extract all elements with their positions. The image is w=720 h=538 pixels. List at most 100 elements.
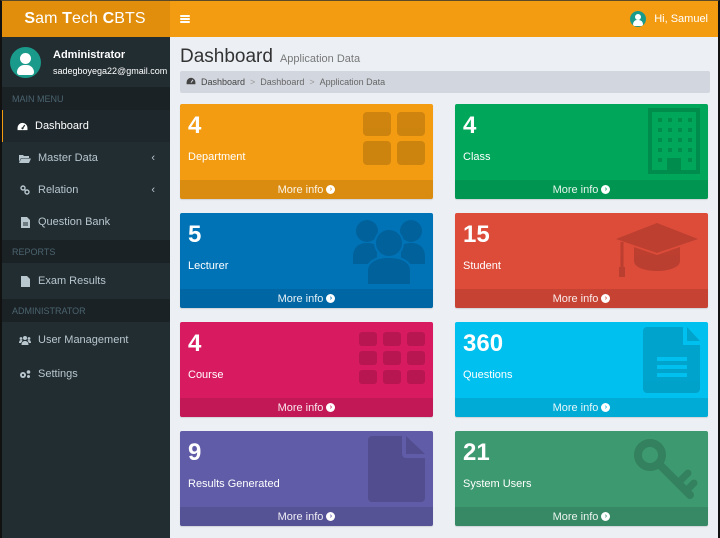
- navbar: Hi, Samuel: [170, 0, 720, 37]
- stat-count: 4: [463, 112, 477, 139]
- file-text-icon: [643, 327, 700, 393]
- avatar: [10, 46, 41, 78]
- menu-header-administrator: ADMINISTRATOR: [0, 299, 170, 322]
- more-info-label: More info: [277, 292, 324, 305]
- more-info-label: More info: [552, 183, 599, 196]
- logo-text-c: C: [102, 9, 115, 27]
- stat-label: Course: [188, 369, 224, 381]
- stat-box-class: 4 Class More info ›: [455, 104, 708, 199]
- arrow-circle-right-icon: ›: [326, 403, 336, 412]
- sidebar-item-label: Settings: [38, 368, 78, 380]
- logo-text-am: am: [35, 9, 58, 27]
- more-info-link[interactable]: More info ›: [180, 507, 433, 526]
- more-info-label: More info: [277, 401, 324, 414]
- stat-count: 15: [463, 221, 490, 248]
- logo-text-s: S: [24, 9, 36, 27]
- more-info-link[interactable]: More info ›: [455, 180, 708, 199]
- sidebar-item-label: Exam Results: [38, 275, 106, 287]
- folder-open-icon: [19, 153, 31, 163]
- sidebar-item-question-bank[interactable]: Question Bank: [0, 206, 170, 238]
- arrow-circle-right-icon: ›: [601, 512, 611, 521]
- breadcrumb-current: Application Data: [319, 77, 386, 87]
- stat-count: 4: [188, 330, 202, 357]
- hamburger-icon[interactable]: [180, 14, 190, 23]
- stat-box-questions: 360 Questions More info ›: [455, 322, 708, 417]
- link-icon: [19, 185, 31, 195]
- stat-count: 21: [463, 439, 490, 466]
- stat-count: 5: [188, 221, 202, 248]
- gears-icon: [19, 369, 31, 379]
- stat-box-course: 4 Course More info ›: [180, 322, 433, 417]
- breadcrumb-link-dashboard[interactable]: Dashboard: [201, 77, 246, 87]
- logo-text-t: T: [62, 9, 72, 27]
- arrow-circle-right-icon: ›: [326, 185, 336, 194]
- breadcrumb: Dashboard > Dashboard > Application Data: [180, 71, 710, 93]
- page-subtitle: Application Data: [279, 53, 361, 65]
- stat-box-department: 4 Department More info ›: [180, 104, 433, 199]
- more-info-link[interactable]: More info ›: [455, 507, 708, 526]
- more-info-link[interactable]: More info ›: [455, 398, 708, 417]
- sidebar-item-relation[interactable]: Relation ‹: [0, 174, 170, 206]
- sidebar-item-dashboard[interactable]: Dashboard: [0, 110, 170, 142]
- chevron-left-icon[interactable]: ‹: [151, 184, 155, 196]
- chevron-left-icon[interactable]: ‹: [151, 152, 155, 164]
- more-info-label: More info: [552, 401, 599, 414]
- sidebar-item-exam-results[interactable]: Exam Results: [0, 263, 170, 299]
- file-icon: [368, 436, 425, 502]
- user-greeting: Hi, Samuel: [654, 12, 708, 25]
- file-text-icon: [19, 216, 31, 228]
- sidebar-item-master-data[interactable]: Master Data ‹: [0, 142, 170, 174]
- breadcrumb-separator: >: [250, 77, 256, 87]
- arrow-circle-right-icon: ›: [326, 512, 336, 521]
- more-info-label: More info: [277, 510, 324, 523]
- stat-label: Class: [463, 151, 491, 163]
- sidebar-item-label: Question Bank: [38, 216, 111, 228]
- menu-header-main: MAIN MENU: [0, 87, 170, 110]
- dashboard-icon: [16, 121, 28, 131]
- more-info-label: More info: [552, 292, 599, 305]
- sidebar-item-user-management[interactable]: User Management: [0, 322, 170, 358]
- sidebar-item-settings[interactable]: Settings: [0, 358, 170, 390]
- page-title: Dashboard: [180, 46, 273, 67]
- sidebar-item-label: User Management: [38, 334, 129, 346]
- logo-text-bts: BTS: [114, 9, 146, 27]
- user-panel: Administrator sadegboyega22@gmail.com: [0, 37, 170, 87]
- users-icon: [353, 219, 425, 285]
- user-name: Administrator: [53, 48, 126, 61]
- sidebar: Administrator sadegboyega22@gmail.com MA…: [0, 37, 170, 538]
- breadcrumb-link-dashboard-2[interactable]: Dashboard: [260, 77, 305, 87]
- user-avatar-icon: [630, 10, 647, 27]
- user-menu[interactable]: Hi, Samuel: [630, 10, 708, 27]
- breadcrumb-separator: >: [309, 77, 315, 87]
- stat-label: Results Generated: [188, 478, 280, 490]
- more-info-label: More info: [552, 510, 599, 523]
- file-icon: [19, 275, 31, 287]
- arrow-circle-right-icon: ›: [601, 294, 611, 303]
- stat-box-lecturer: 5 Lecturer More info ›: [180, 213, 433, 308]
- more-info-link[interactable]: More info ›: [455, 289, 708, 308]
- stat-count: 4: [188, 112, 202, 139]
- arrow-circle-right-icon: ›: [601, 185, 611, 194]
- sidebar-item-label: Dashboard: [35, 120, 89, 132]
- arrow-circle-right-icon: ›: [601, 403, 611, 412]
- more-info-link[interactable]: More info ›: [180, 398, 433, 417]
- stat-label: Questions: [463, 369, 513, 381]
- stat-label: Department: [188, 151, 246, 163]
- more-info-link[interactable]: More info ›: [180, 180, 433, 199]
- key-icon: [634, 439, 698, 499]
- more-info-link[interactable]: More info ›: [180, 289, 433, 308]
- more-info-label: More info: [277, 183, 324, 196]
- graduation-cap-icon: [614, 221, 700, 279]
- stat-count: 360: [463, 330, 504, 357]
- th-large-icon: [363, 112, 425, 166]
- content-wrapper: Dashboard Application Data Dashboard > D…: [170, 37, 720, 538]
- users-icon: [19, 335, 31, 345]
- stat-box-system-users: 21 System Users More info ›: [455, 431, 708, 526]
- th-icon: [359, 332, 425, 384]
- sidebar-item-label: Relation: [38, 184, 79, 196]
- stat-box-student: 15 Student More info ›: [455, 213, 708, 308]
- dashboard-icon: [186, 77, 196, 87]
- stats-grid: 4 Department More info › 4 Class More inf…: [180, 104, 708, 526]
